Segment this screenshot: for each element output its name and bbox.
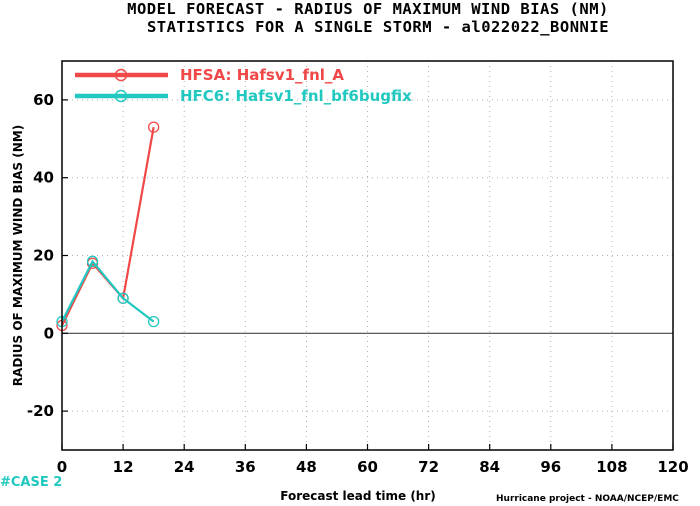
y-tick-label: 20 <box>33 247 54 265</box>
legend: HFSA: Hafsv1_fnl_A HFC6: Hafsv1_fnl_bf6bu… <box>75 66 412 105</box>
x-tick-label: 60 <box>357 458 378 476</box>
legend-marker <box>114 89 128 103</box>
x-tick-label: 12 <box>113 458 134 476</box>
grid <box>62 61 673 450</box>
series-line <box>61 259 155 323</box>
y-tick-label: -20 <box>27 402 54 420</box>
x-tick-label: 24 <box>174 458 195 476</box>
series-group <box>56 121 160 332</box>
data-point <box>86 255 99 267</box>
legend-marker <box>114 68 128 82</box>
x-tick-label: 120 <box>657 458 688 476</box>
x-tick-label: 72 <box>418 458 439 476</box>
y-tick-label: 60 <box>33 91 54 109</box>
legend-label: HFC6: Hafsv1_fnl_bf6bugfix <box>180 87 412 105</box>
y-axis-title: RADIUS OF MAXIMUM WIND BIAS (NM) <box>11 125 25 386</box>
chart-subtitle: STATISTICS FOR A SINGLE STORM - al022022… <box>146 18 610 36</box>
x-tick-label: 108 <box>596 458 627 476</box>
data-point <box>147 315 160 328</box>
data-point <box>117 292 129 304</box>
y-tick-label: 0 <box>44 324 54 342</box>
chart-title: MODEL FORECAST - RADIUS OF MAXIMUM WIND … <box>127 0 609 18</box>
case-label: #CASE 2 <box>0 475 62 490</box>
ticks: 0 12 24 36 48 60 72 84 96 108 120 -20 0 20 40 60 <box>27 91 689 476</box>
x-tick-label: 96 <box>540 458 561 476</box>
x-axis-title: Forecast lead time (hr) <box>280 489 436 503</box>
credit-text: Hurricane project - NOAA/NCEP/EMC <box>496 494 679 504</box>
x-tick-label: 36 <box>235 458 256 476</box>
x-tick-label: 48 <box>296 458 317 476</box>
x-tick-label: 84 <box>479 458 500 476</box>
x-tick-label: 0 <box>57 458 67 476</box>
legend-label: HFSA: Hafsv1_fnl_A <box>180 66 344 84</box>
data-point <box>147 121 160 133</box>
y-tick-label: 40 <box>33 169 54 187</box>
